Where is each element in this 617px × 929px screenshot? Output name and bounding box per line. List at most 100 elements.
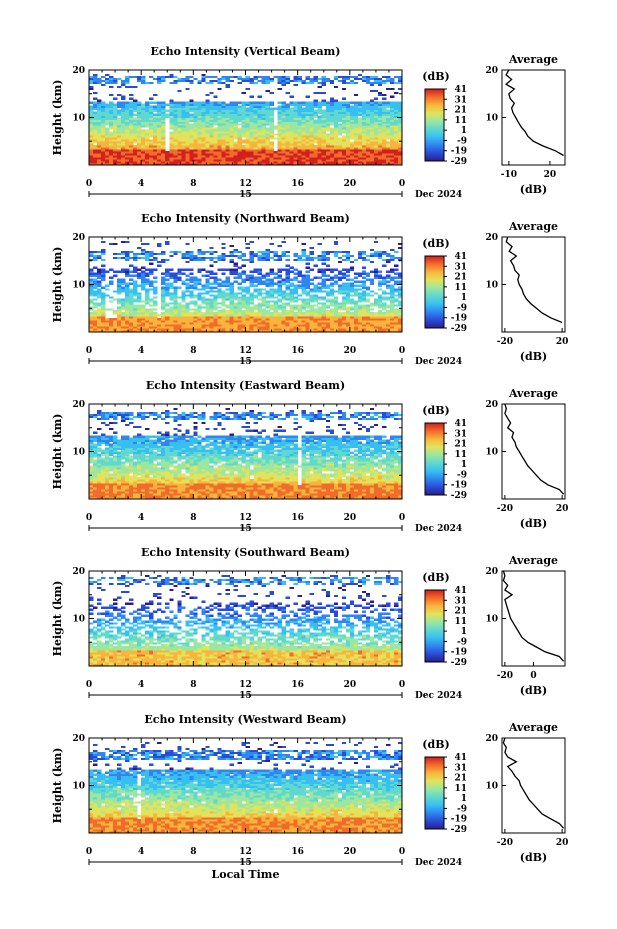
heatmap-cell bbox=[313, 300, 319, 303]
heatmap-cell bbox=[233, 280, 238, 283]
heatmap-cell bbox=[133, 145, 138, 148]
heatmap-cell bbox=[265, 75, 270, 79]
heatmap-cell bbox=[181, 107, 186, 110]
heatmap-cell bbox=[365, 272, 371, 275]
heatmap-cell bbox=[233, 111, 238, 114]
heatmap-cell bbox=[93, 147, 98, 150]
heatmap-cell bbox=[109, 155, 114, 158]
heatmap-cell bbox=[249, 159, 254, 162]
heatmap-cell bbox=[213, 298, 218, 301]
heatmap-cell bbox=[201, 121, 206, 124]
heatmap-cell bbox=[361, 105, 367, 108]
heatmap-cell bbox=[289, 121, 294, 124]
heatmap-cell bbox=[249, 133, 254, 136]
heatmap-cell bbox=[145, 318, 150, 321]
heatmap-cell bbox=[321, 155, 327, 158]
heatmap-cell bbox=[305, 125, 310, 128]
heatmap-cell bbox=[193, 117, 198, 120]
heatmap-cell bbox=[345, 161, 351, 164]
heatmap-cell bbox=[329, 316, 335, 319]
heatmap-cell bbox=[361, 276, 367, 279]
heatmap-cell bbox=[181, 308, 186, 311]
heatmap-cell bbox=[93, 258, 98, 262]
heatmap-cell bbox=[105, 149, 110, 152]
heatmap-cell bbox=[381, 123, 387, 126]
heatmap-cell bbox=[289, 296, 294, 299]
heatmap-cell bbox=[177, 155, 182, 158]
heatmap-cell bbox=[97, 294, 102, 297]
heatmap-cell bbox=[225, 153, 230, 156]
heatmap-cell bbox=[313, 131, 319, 134]
heatmap-cell bbox=[217, 157, 222, 160]
heatmap-cell bbox=[289, 159, 294, 162]
heatmap-cell bbox=[305, 256, 310, 260]
heatmap-cell bbox=[321, 306, 327, 309]
heatmap-cell bbox=[393, 322, 399, 325]
heatmap-cell bbox=[185, 250, 190, 254]
heatmap-cell bbox=[297, 103, 302, 106]
heatmap-cell bbox=[237, 127, 242, 130]
heatmap-cell bbox=[125, 159, 130, 162]
heatmap-cell bbox=[157, 117, 162, 120]
heatmap-cell bbox=[317, 107, 323, 110]
heatmap-cell bbox=[293, 119, 298, 122]
heatmap-cell bbox=[269, 109, 274, 112]
heatmap-cell bbox=[293, 298, 298, 301]
heatmap-cell bbox=[169, 294, 174, 297]
heatmap-cell bbox=[237, 145, 242, 148]
heatmap-cell bbox=[93, 73, 98, 77]
heatmap-cell bbox=[205, 103, 210, 106]
heatmap-cell bbox=[161, 322, 166, 325]
heatmap-cell bbox=[285, 119, 290, 122]
heatmap-cell bbox=[129, 161, 134, 164]
heatmap-cell bbox=[273, 318, 278, 321]
heatmap-cell bbox=[169, 109, 174, 112]
heatmap-cell bbox=[129, 318, 134, 321]
heatmap-cell bbox=[205, 137, 210, 140]
heatmap-cell bbox=[89, 75, 94, 79]
heatmap-cell bbox=[185, 145, 190, 148]
heatmap-cell bbox=[177, 121, 182, 124]
heatmap-cell bbox=[269, 137, 274, 140]
heatmap-cell bbox=[341, 131, 347, 134]
heatmap-cell bbox=[173, 276, 178, 279]
heatmap-cell bbox=[245, 143, 250, 146]
heatmap-cell bbox=[365, 137, 371, 140]
heatmap-cell bbox=[137, 153, 142, 156]
heatmap-cell bbox=[181, 314, 186, 317]
heatmap-cell bbox=[165, 308, 170, 311]
heatmap-cell bbox=[257, 113, 262, 116]
heatmap-cell bbox=[105, 318, 110, 321]
heatmap-cell bbox=[325, 125, 331, 128]
heatmap-cell bbox=[137, 306, 142, 309]
heatmap-cell bbox=[185, 304, 190, 307]
heatmap-cell bbox=[397, 274, 403, 277]
heatmap-cell bbox=[237, 163, 242, 166]
heatmap-cell bbox=[165, 312, 170, 315]
heatmap-cell bbox=[309, 161, 315, 164]
heatmap-cell bbox=[129, 292, 134, 295]
heatmap-cell bbox=[397, 87, 403, 91]
heatmap-cell bbox=[241, 135, 246, 138]
heatmap-cell bbox=[173, 127, 178, 130]
heatmap-cell bbox=[317, 276, 323, 279]
heatmap-cell bbox=[361, 121, 367, 124]
heatmap-cell bbox=[253, 161, 258, 164]
heatmap-cell bbox=[229, 302, 234, 305]
heatmap-cell bbox=[253, 153, 258, 156]
heatmap-cell bbox=[293, 314, 298, 317]
heatmap-cell bbox=[341, 324, 347, 327]
heatmap-cell bbox=[253, 107, 258, 110]
heatmap-cell bbox=[121, 79, 126, 83]
heatmap-cell bbox=[325, 101, 331, 104]
heatmap-cell bbox=[221, 113, 226, 116]
heatmap-cell bbox=[221, 119, 226, 122]
heatmap-cell bbox=[101, 316, 106, 319]
heatmap-cell bbox=[337, 270, 343, 273]
heatmap-cell bbox=[237, 131, 242, 134]
heatmap-cell bbox=[353, 304, 359, 307]
heatmap-cell bbox=[245, 129, 250, 132]
heatmap-cell bbox=[297, 149, 302, 152]
heatmap-cell bbox=[133, 105, 138, 108]
heatmap-cell bbox=[341, 250, 347, 254]
